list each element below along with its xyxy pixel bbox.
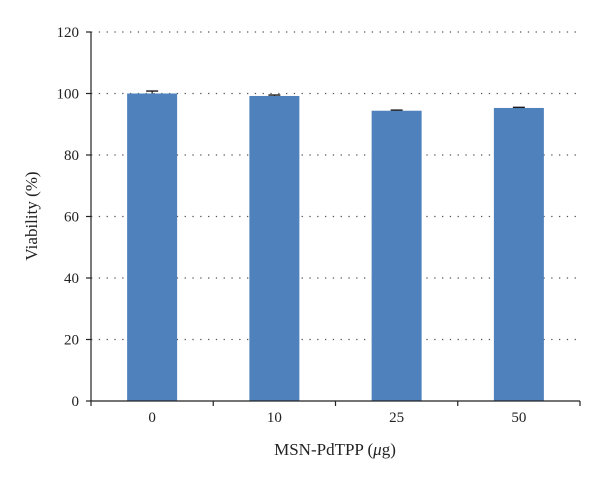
x-tick-label-0: 0: [148, 410, 156, 426]
y-tick-label-5: 100: [57, 87, 80, 103]
x-axis-title: MSN-PdTPP (μg): [274, 440, 396, 459]
y-tick-label-3: 60: [64, 210, 79, 226]
x-axis-title-suffix: g): [382, 440, 396, 459]
y-tick-label-4: 80: [64, 148, 79, 164]
y-axis-title: Viability (%): [22, 171, 41, 260]
y-tick-label-2: 40: [64, 271, 79, 287]
y-tick-label-0: 0: [72, 394, 80, 410]
y-tick-label-6: 120: [57, 25, 80, 41]
x-axis-title-prefix: MSN-PdTPP (: [274, 440, 373, 459]
axes: [86, 31, 581, 406]
x-axis-title-unit: μ: [372, 440, 382, 459]
bar-10: [249, 95, 300, 402]
bars: [127, 93, 544, 402]
x-tick-label-3: 50: [511, 410, 526, 426]
bar-50: [493, 107, 544, 401]
x-tick-labels: 0 10 25 50: [148, 410, 526, 426]
x-tick-label-1: 10: [267, 410, 282, 426]
bar-0: [127, 93, 178, 401]
x-tick-label-2: 25: [389, 410, 404, 426]
bar-25: [371, 110, 422, 401]
error-bars: [146, 90, 525, 111]
y-tick-label-1: 20: [64, 333, 79, 349]
y-tick-labels: 0 20 40 60 80 100 120: [57, 25, 80, 410]
